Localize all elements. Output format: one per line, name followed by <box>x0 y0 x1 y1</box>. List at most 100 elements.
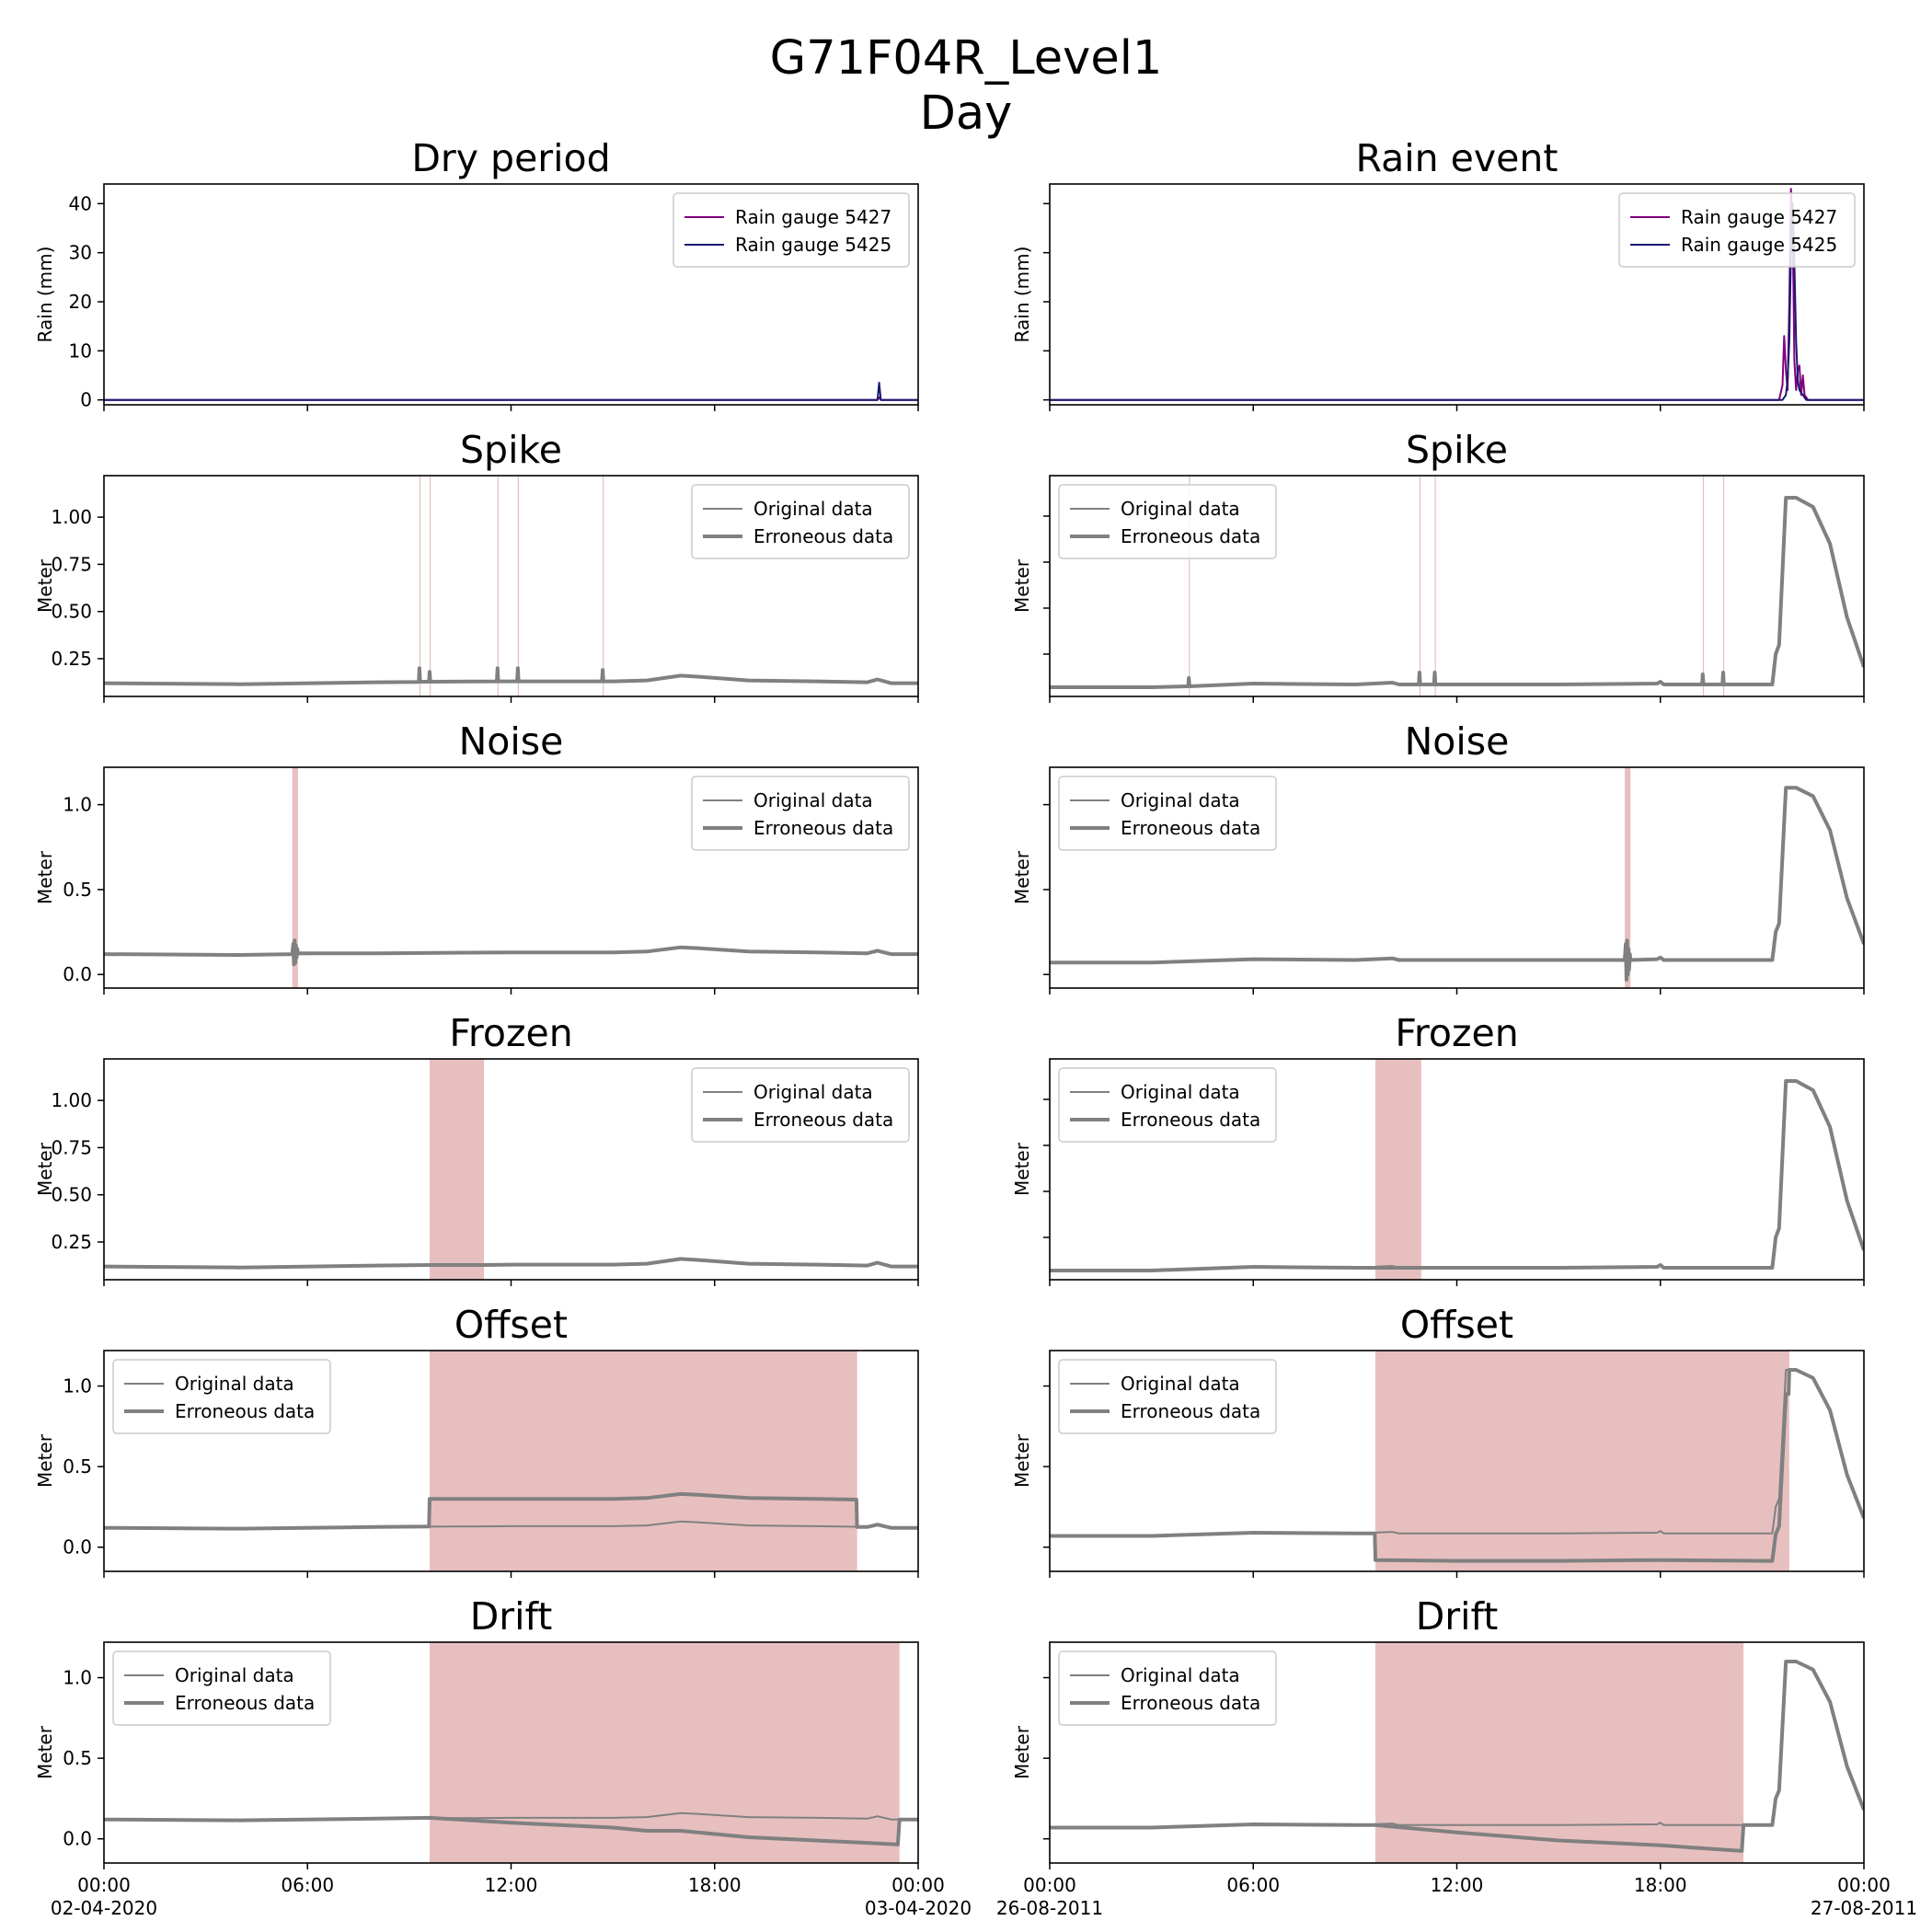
series-line <box>1050 188 1864 401</box>
y-axis-label: Rain (mm) <box>1011 247 1033 343</box>
legend-label: Erroneous data <box>1121 817 1260 839</box>
y-tick-label: 1.0 <box>63 1667 92 1689</box>
y-tick-label: 0.75 <box>51 553 92 575</box>
error-region <box>517 476 520 696</box>
legend-label: Erroneous data <box>1121 525 1260 547</box>
y-tick-label: 0.25 <box>51 1231 92 1253</box>
x-tick-label: 06:00 <box>281 1874 334 1896</box>
y-axis-label: Meter <box>34 1142 56 1196</box>
y-axis-label: Meter <box>34 1433 56 1488</box>
error-region <box>1375 1642 1744 1863</box>
legend-label: Original data <box>1121 789 1240 811</box>
subplot-title: Noise <box>459 719 564 764</box>
series-line <box>104 1815 918 1846</box>
series-line <box>1050 496 1864 689</box>
series-line <box>1050 1368 1864 1563</box>
subplot: Spike 0.25 0.50 0.75 1.00 Meter Original data E… <box>34 428 919 703</box>
legend-label: Erroneous data <box>1121 1400 1260 1422</box>
legend-label: Original data <box>1121 1373 1240 1395</box>
legend: Original data Erroneous data <box>112 1359 331 1434</box>
legend-box <box>1058 484 1277 559</box>
error-region <box>430 1059 484 1280</box>
figure-title: G71F04R_Level1 <box>769 31 1163 86</box>
legend: Rain gauge 5427 Rain gauge 5425 <box>673 192 910 268</box>
legend-label: Erroneous data <box>1121 1109 1260 1131</box>
y-axis-label: Meter <box>1011 558 1033 613</box>
legend-box <box>112 1650 331 1726</box>
legend-box <box>673 192 910 268</box>
subplot-title: Spike <box>1406 428 1508 472</box>
error-region <box>430 1351 857 1571</box>
subplot-title: Frozen <box>449 1011 572 1055</box>
subplot: Noise 0.0 0.5 1.0 Meter Original data Erroneou… <box>34 719 919 995</box>
x-tick-label: 06:00 <box>1226 1874 1280 1896</box>
y-tick-label: 0.50 <box>51 1184 92 1206</box>
x-tick-label: 18:00 <box>688 1874 742 1896</box>
subplot-title: Dry period <box>411 136 610 180</box>
subplot-title: Frozen <box>1395 1011 1518 1055</box>
subplot: Offset 0.0 0.5 1.0 Meter Original data Erroneo… <box>34 1303 919 1578</box>
subplot: Dry period 0 10 20 30 40 Rain (mm) Rain gauge 5… <box>34 136 919 411</box>
x-tick-label: 00:00 <box>77 1874 131 1896</box>
error-region <box>1375 1351 1789 1571</box>
error-region <box>1375 1059 1421 1280</box>
y-tick-label: 1.0 <box>63 1375 92 1397</box>
error-region <box>603 476 604 696</box>
error-region <box>430 476 431 696</box>
error-region <box>1189 476 1190 696</box>
legend-box <box>1058 1650 1277 1726</box>
legend-label: Erroneous data <box>753 1109 893 1131</box>
y-axis-label: Meter <box>34 850 56 904</box>
y-axis-label: Meter <box>1011 1142 1033 1196</box>
series-line <box>104 666 918 686</box>
y-tick-label: 1.00 <box>51 1089 92 1111</box>
legend-box <box>691 776 910 851</box>
legend-label: Erroneous data <box>1121 1692 1260 1714</box>
error-region <box>1625 767 1631 988</box>
subplot-title: Rain event <box>1356 136 1558 180</box>
error-region <box>1722 476 1725 696</box>
series-line <box>104 382 918 401</box>
error-region <box>497 476 499 696</box>
subplot: Spike Meter Original data Erroneous data <box>1011 428 1865 703</box>
legend-box <box>112 1359 331 1434</box>
legend-label: Rain gauge 5427 <box>1681 206 1837 228</box>
y-axis-label: Rain (mm) <box>34 247 56 343</box>
legend-label: Erroneous data <box>175 1400 315 1422</box>
legend-label: Original data <box>175 1664 294 1686</box>
legend-box <box>1058 776 1277 851</box>
series-line <box>104 938 918 967</box>
series-line <box>1050 786 1864 982</box>
series-line <box>1050 1079 1864 1272</box>
x-date-label-start: 02-04-2020 <box>51 1897 157 1919</box>
y-tick-label: 0.25 <box>51 648 92 670</box>
x-tick-label: 12:00 <box>485 1874 538 1896</box>
legend-label: Original data <box>753 789 873 811</box>
y-tick-label: 0.75 <box>51 1136 92 1158</box>
series-line <box>104 1257 918 1270</box>
x-tick-label: 00:00 <box>1837 1874 1891 1896</box>
legend-label: Rain gauge 5427 <box>735 206 891 228</box>
legend: Original data Erroneous data <box>1058 1067 1277 1143</box>
legend-label: Erroneous data <box>753 525 893 547</box>
y-tick-label: 1.0 <box>63 794 92 816</box>
y-tick-label: 0.5 <box>63 1455 92 1478</box>
legend-label: Original data <box>1121 1664 1240 1686</box>
y-tick-label: 0.0 <box>63 1536 92 1558</box>
x-tick-label: 00:00 <box>891 1874 945 1896</box>
subplot-title: Drift <box>1416 1594 1499 1639</box>
y-tick-label: 30 <box>69 242 92 264</box>
legend: Original data Erroneous data <box>691 1067 910 1143</box>
y-tick-label: 0.0 <box>63 963 92 985</box>
y-tick-label: 0.5 <box>63 879 92 901</box>
legend: Original data Erroneous data <box>1058 776 1277 851</box>
series-line <box>1050 1660 1864 1853</box>
x-date-label-end: 27-08-2011 <box>1811 1897 1917 1919</box>
legend-label: Erroneous data <box>753 817 893 839</box>
y-tick-label: 0.50 <box>51 601 92 623</box>
x-tick-label: 00:00 <box>1023 1874 1076 1896</box>
error-region <box>1434 476 1436 696</box>
legend: Original data Erroneous data <box>691 484 910 559</box>
subplot: Offset Meter Original data Erroneous data <box>1011 1303 1865 1578</box>
